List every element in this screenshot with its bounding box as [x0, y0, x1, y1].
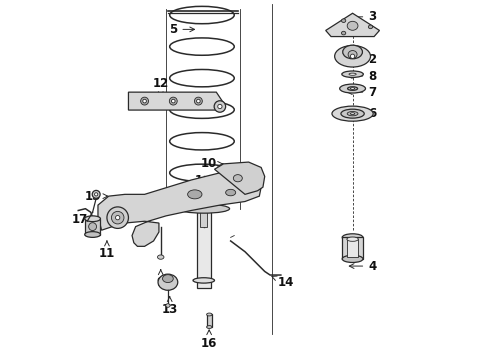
Ellipse shape: [157, 255, 164, 259]
Ellipse shape: [196, 99, 200, 103]
Ellipse shape: [233, 175, 243, 182]
Text: 14: 14: [272, 276, 294, 289]
Text: 15: 15: [84, 190, 108, 203]
Ellipse shape: [342, 71, 364, 77]
Bar: [347, 239, 358, 257]
Ellipse shape: [158, 274, 178, 290]
Text: 17: 17: [71, 213, 92, 226]
Text: 8: 8: [347, 69, 376, 82]
Ellipse shape: [347, 112, 358, 116]
Polygon shape: [215, 162, 265, 194]
Polygon shape: [326, 13, 379, 37]
Ellipse shape: [214, 101, 225, 112]
Ellipse shape: [343, 45, 363, 59]
Bar: [342, 237, 363, 259]
Ellipse shape: [218, 104, 222, 109]
Ellipse shape: [195, 97, 202, 105]
Ellipse shape: [332, 106, 373, 121]
Ellipse shape: [92, 190, 100, 198]
Ellipse shape: [347, 237, 358, 241]
Ellipse shape: [347, 87, 358, 90]
Ellipse shape: [107, 207, 128, 228]
Ellipse shape: [207, 325, 212, 328]
Ellipse shape: [89, 223, 97, 230]
Polygon shape: [98, 173, 261, 246]
Ellipse shape: [342, 19, 346, 22]
Ellipse shape: [368, 25, 373, 29]
Text: 16: 16: [201, 330, 218, 350]
Bar: [85, 219, 100, 234]
Ellipse shape: [116, 216, 120, 220]
Ellipse shape: [163, 275, 173, 283]
Ellipse shape: [188, 190, 202, 199]
Text: 10: 10: [201, 157, 223, 170]
Text: 4: 4: [349, 260, 376, 273]
Ellipse shape: [178, 204, 230, 213]
Ellipse shape: [350, 54, 355, 58]
Ellipse shape: [342, 255, 363, 262]
Ellipse shape: [85, 231, 100, 237]
Ellipse shape: [225, 189, 236, 196]
Ellipse shape: [143, 99, 147, 103]
Text: 1: 1: [195, 174, 211, 186]
Ellipse shape: [335, 45, 370, 67]
Ellipse shape: [85, 216, 100, 222]
Ellipse shape: [349, 73, 356, 75]
Text: 7: 7: [347, 86, 376, 99]
Text: 12: 12: [152, 77, 169, 96]
Ellipse shape: [341, 109, 364, 118]
Ellipse shape: [172, 99, 175, 103]
Bar: [200, 205, 207, 226]
Text: 6: 6: [347, 107, 376, 120]
Bar: [207, 315, 212, 327]
Ellipse shape: [342, 234, 363, 241]
Ellipse shape: [340, 84, 366, 93]
Ellipse shape: [141, 97, 148, 105]
Ellipse shape: [111, 211, 124, 224]
Text: 13: 13: [162, 297, 178, 316]
Ellipse shape: [348, 50, 357, 58]
Ellipse shape: [207, 313, 212, 316]
Ellipse shape: [342, 31, 346, 35]
Bar: [196, 205, 211, 288]
Ellipse shape: [193, 278, 215, 283]
Ellipse shape: [170, 97, 177, 105]
Polygon shape: [128, 92, 223, 110]
Ellipse shape: [350, 87, 355, 89]
Ellipse shape: [95, 193, 98, 196]
Text: 3: 3: [347, 10, 376, 23]
Text: 2: 2: [347, 53, 376, 66]
Ellipse shape: [347, 21, 358, 30]
Text: 5: 5: [169, 23, 195, 36]
Ellipse shape: [350, 113, 355, 114]
Text: 11: 11: [99, 241, 115, 260]
Ellipse shape: [166, 304, 170, 307]
Text: 9: 9: [157, 270, 165, 289]
